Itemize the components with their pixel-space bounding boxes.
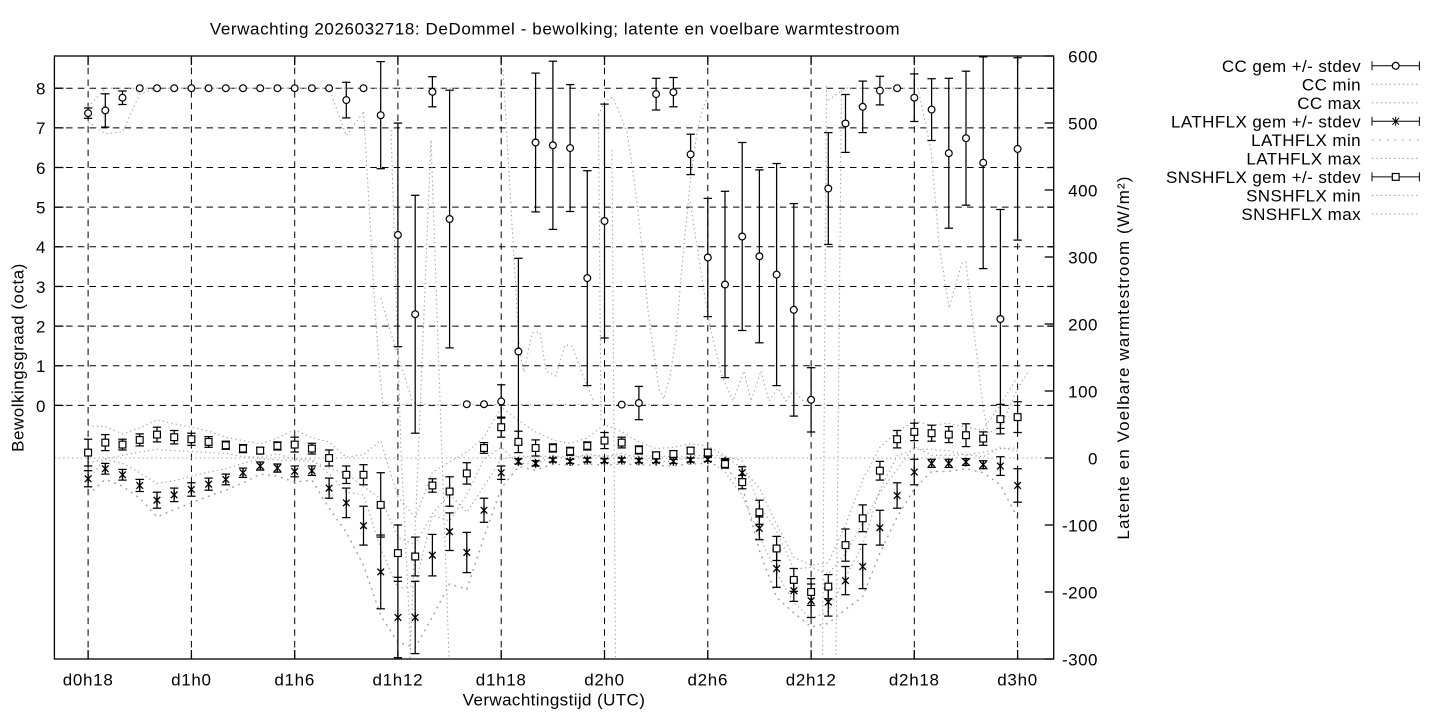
svg-text:300: 300 [1068,248,1098,267]
svg-text:2: 2 [36,318,45,337]
svg-text:CC min: CC min [1302,76,1361,95]
svg-text:SNSHFLX gem +/- stdev: SNSHFLX gem +/- stdev [1166,168,1361,187]
svg-text:LATHFLX min: LATHFLX min [1251,131,1361,150]
svg-text:7: 7 [36,119,45,138]
svg-text:d1h12: d1h12 [373,671,424,690]
svg-text:0: 0 [36,397,45,416]
svg-text:d2h0: d2h0 [584,671,625,690]
svg-text:CC max: CC max [1297,94,1361,113]
svg-text:LATHFLX max: LATHFLX max [1246,150,1361,169]
svg-text:100: 100 [1068,382,1098,401]
svg-text:1: 1 [36,357,45,376]
svg-text:5: 5 [36,199,45,218]
svg-text:0: 0 [1088,449,1098,468]
svg-text:Latente en Voelbare warmtestro: Latente en Voelbare warmtestroom (W/m²) [1114,175,1133,539]
svg-text:d2h18: d2h18 [889,671,940,690]
svg-text:6: 6 [36,159,45,178]
svg-text:3: 3 [36,278,45,297]
svg-text:d2h12: d2h12 [786,671,837,690]
svg-text:400: 400 [1068,181,1098,200]
svg-text:-300: -300 [1062,650,1098,669]
svg-text:d3h0: d3h0 [997,671,1038,690]
svg-text:Verwachtingstijd (UTC): Verwachtingstijd (UTC) [463,691,646,710]
svg-text:LATHFLX gem +/- stdev: LATHFLX gem +/- stdev [1171,113,1361,132]
svg-text:4: 4 [36,238,45,257]
svg-text:Bewolkingsgraad (octa): Bewolkingsgraad (octa) [9,263,28,452]
svg-text:d1h18: d1h18 [476,671,527,690]
svg-text:d1h6: d1h6 [274,671,315,690]
svg-text:200: 200 [1068,315,1098,334]
svg-text:500: 500 [1068,114,1098,133]
svg-text:CC gem +/- stdev: CC gem +/- stdev [1222,57,1361,76]
svg-text:-100: -100 [1062,516,1098,535]
svg-text:SNSHFLX min: SNSHFLX min [1246,187,1361,206]
svg-text:Verwachting 2026032718: DeDomm: Verwachting 2026032718: DeDommel - bewol… [210,20,900,39]
svg-text:SNSHFLX max: SNSHFLX max [1241,205,1361,224]
svg-text:d1h0: d1h0 [171,671,212,690]
svg-text:d0h18: d0h18 [63,671,114,690]
svg-text:600: 600 [1068,47,1098,66]
svg-text:-200: -200 [1062,583,1098,602]
svg-text:d2h6: d2h6 [687,671,728,690]
svg-text:8: 8 [36,80,45,99]
